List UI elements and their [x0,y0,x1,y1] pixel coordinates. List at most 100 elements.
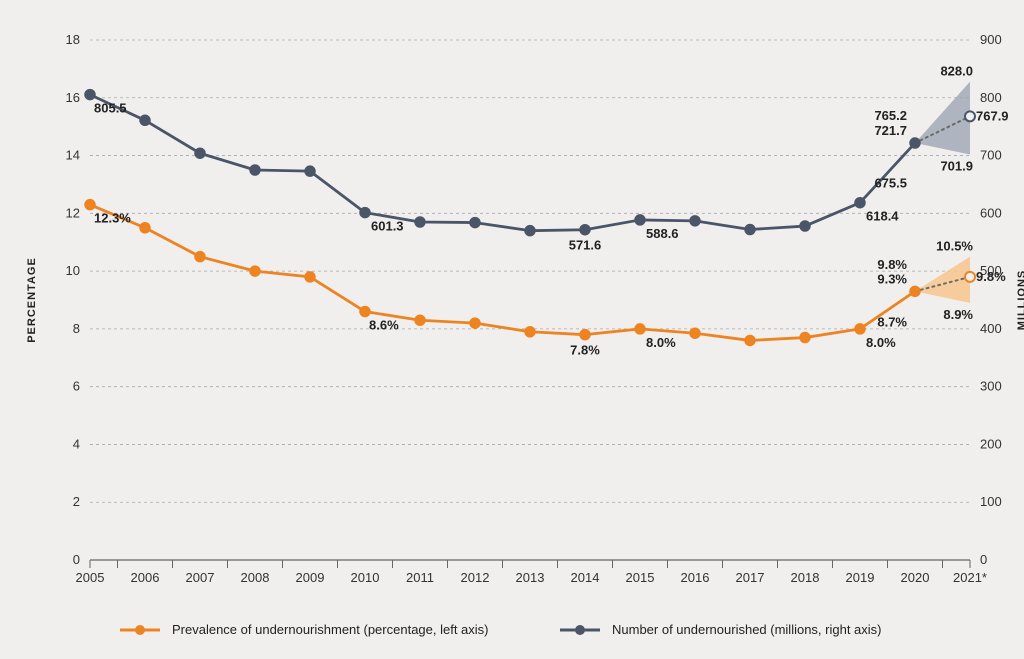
percentage-marker [250,266,260,276]
x-tick: 2017 [736,570,765,585]
legend-swatch-marker [135,625,145,635]
y-left-tick: 14 [66,148,80,163]
svg-text:300: 300 [980,379,1002,394]
y-right-tick: 900 [980,32,1002,47]
x-tick: 2009 [296,570,325,585]
x-tick: 2005 [76,570,105,585]
data-label: 805.5 [94,101,127,116]
percentage-marker [140,223,150,233]
legend-label-millions: Number of undernourished (millions, righ… [612,622,882,637]
y-left-tick: 16 [66,90,80,105]
svg-text:2015: 2015 [626,570,655,585]
y-right-tick: 400 [980,321,1002,336]
x-tick: 2016 [681,570,710,585]
percentage-marker [745,335,755,345]
x-tick: 2015 [626,570,655,585]
millions-marker [690,216,700,226]
x-tick: 2014 [571,570,600,585]
millions-uncertainty-fan [915,82,970,155]
percentage-marker [360,307,370,317]
data-label: 8.9% [943,307,973,322]
data-label: 701.9 [940,158,973,173]
x-tick: 2011 [406,570,434,585]
svg-text:18: 18 [66,32,80,47]
svg-text:8: 8 [73,321,80,336]
svg-text:2014: 2014 [571,570,600,585]
svg-text:700: 700 [980,148,1002,163]
millions-marker [305,166,315,176]
legend-swatch-marker [575,625,585,635]
y-left-tick: 6 [73,379,80,394]
data-label: 571.6 [569,238,602,253]
y-right-tick: 0 [980,552,987,567]
y-left-tick: 10 [66,263,80,278]
x-tick: 2019 [846,570,875,585]
millions-line [90,95,915,231]
millions-marker [195,148,205,158]
y-right-axis-label: MILLIONS [1016,270,1024,331]
svg-text:0: 0 [980,552,987,567]
data-label: 10.5% [936,239,973,254]
y-left-tick: 4 [73,436,80,451]
x-tick: 2018 [791,570,820,585]
svg-text:4: 4 [73,436,80,451]
svg-text:2011: 2011 [406,570,434,585]
svg-text:14: 14 [66,148,80,163]
data-label: 8.0% [646,335,676,350]
percentage-marker [85,200,95,210]
y-right-tick: 200 [980,436,1002,451]
data-label: 8.0% [866,335,896,350]
y-left-tick: 12 [66,205,80,220]
percentage-marker [635,324,645,334]
svg-text:2005: 2005 [76,570,105,585]
data-label: 721.7 [874,123,907,138]
svg-text:600: 600 [980,205,1002,220]
x-tick: 2012 [461,570,490,585]
percentage-marker [800,333,810,343]
y-left-tick: 18 [66,32,80,47]
svg-text:2: 2 [73,494,80,509]
percentage-marker [195,252,205,262]
y-right-tick: 700 [980,148,1002,163]
data-label: 9.3% [877,271,907,286]
svg-text:200: 200 [980,436,1002,451]
svg-text:2021*: 2021* [953,570,987,585]
svg-text:900: 900 [980,32,1002,47]
percentage-marker [690,328,700,338]
data-label: 601.3 [371,219,404,234]
millions-marker [415,217,425,227]
y-right-tick: 300 [980,379,1002,394]
millions-marker [250,165,260,175]
percentage-marker [580,330,590,340]
data-label: 8.6% [369,318,399,333]
svg-text:2008: 2008 [241,570,270,585]
data-label: 675.5 [874,176,907,191]
millions-marker [910,138,920,148]
svg-text:2016: 2016 [681,570,710,585]
svg-text:16: 16 [66,90,80,105]
data-label: 767.9 [976,108,1009,123]
x-tick: 2021* [953,570,987,585]
svg-text:400: 400 [980,321,1002,336]
millions-marker-projected [965,111,975,121]
millions-marker [745,225,755,235]
svg-text:6: 6 [73,379,80,394]
y-left-tick: 0 [73,552,80,567]
svg-text:100: 100 [980,494,1002,509]
x-tick: 2008 [241,570,270,585]
millions-marker [470,218,480,228]
data-label: 7.8% [570,343,600,358]
y-right-tick: 600 [980,205,1002,220]
data-label: 618.4 [866,209,899,224]
svg-text:2017: 2017 [736,570,765,585]
data-label: 588.6 [646,226,679,241]
dual-axis-line-chart: 0246810121416180100200300400500600700800… [0,0,1024,659]
svg-text:0: 0 [73,552,80,567]
svg-text:12: 12 [66,205,80,220]
percentage-marker [470,318,480,328]
legend-label-percentage: Prevalence of undernourishment (percenta… [172,622,489,637]
millions-marker [800,221,810,231]
data-label: 828.0 [940,64,973,79]
percentage-marker [910,286,920,296]
millions-marker [855,198,865,208]
